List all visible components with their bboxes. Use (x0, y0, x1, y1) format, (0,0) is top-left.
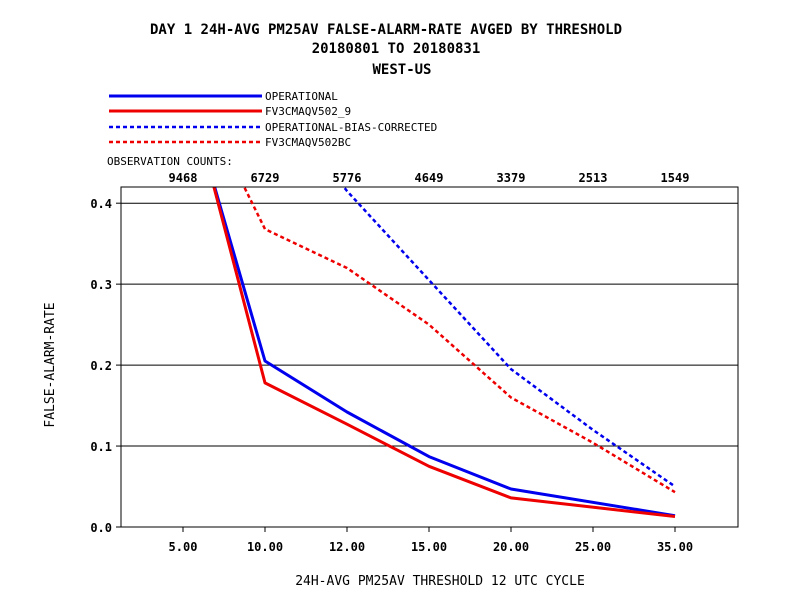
legend-label-fv3cmaqv502bc: FV3CMAQV502BC (265, 136, 351, 149)
observation-counts: 9468 6729 5776 4649 3379 2513 1549 (169, 171, 690, 185)
y-tick-label: 0.0 (90, 521, 112, 535)
x-tick-label: 35.00 (657, 540, 693, 554)
observation-count: 3379 (497, 171, 526, 185)
y-tick-label: 0.3 (90, 278, 112, 292)
x-tick-label: 10.00 (247, 540, 283, 554)
y-tick-label: 0.1 (90, 440, 112, 454)
observation-count: 5776 (333, 171, 362, 185)
chart-title: DAY 1 24H-AVG PM25AV FALSE-ALARM-RATE AV… (150, 22, 622, 38)
x-axis-ticks: 5.00 10.00 12.00 15.00 20.00 25.00 35.00 (169, 527, 693, 554)
grid-lines (121, 202, 738, 447)
y-axis-ticks: 0.0 0.1 0.2 0.3 0.4 (90, 197, 121, 535)
observation-count: 9468 (169, 171, 198, 185)
x-tick-label: 20.00 (493, 540, 529, 554)
observation-count: 1549 (661, 171, 690, 185)
legend: OPERATIONAL FV3CMAQV502_9 OPERATIONAL-BI… (109, 90, 437, 149)
observation-count: 4649 (415, 171, 444, 185)
x-axis-label: 24H-AVG PM25AV THRESHOLD 12 UTC CYCLE (295, 574, 585, 589)
observation-count: 6729 (251, 171, 280, 185)
y-axis-label: FALSE-ALARM-RATE (43, 302, 58, 427)
x-tick-label: 12.00 (329, 540, 365, 554)
x-tick-label: 25.00 (575, 540, 611, 554)
x-tick-label: 15.00 (411, 540, 447, 554)
observation-counts-label: OBSERVATION COUNTS: (107, 155, 233, 168)
series-line-fv3cmaqv502bc (242, 187, 676, 494)
series-line-fv3cmaqv502-9 (212, 187, 676, 518)
y-tick-label: 0.2 (90, 359, 112, 373)
plot-frame (120, 186, 739, 528)
legend-label-operational: OPERATIONAL (265, 90, 338, 103)
observation-count: 2513 (579, 171, 608, 185)
legend-label-fv3cmaqv502-9: FV3CMAQV502_9 (265, 105, 351, 118)
series-lines (212, 187, 676, 518)
series-line-operational (213, 187, 676, 518)
y-tick-label: 0.4 (90, 197, 112, 211)
chart-subtitle-region: WEST-US (372, 62, 431, 78)
chart-subtitle-dates: 20180801 TO 20180831 (312, 41, 481, 57)
series-line-operational-bias-corrected (342, 187, 676, 488)
x-tick-label: 5.00 (169, 540, 198, 554)
legend-label-operational-bias-corrected: OPERATIONAL-BIAS-CORRECTED (265, 121, 437, 134)
